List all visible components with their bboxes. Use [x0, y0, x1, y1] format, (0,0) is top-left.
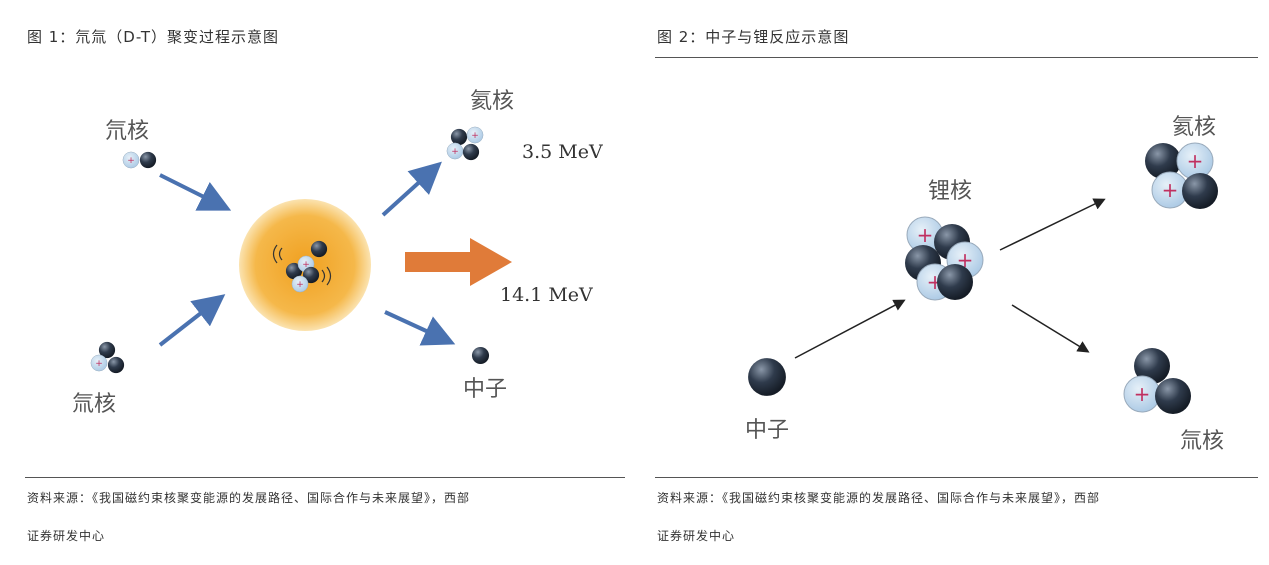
arrow-to-tritium	[1011, 304, 1090, 353]
helium-nucleus-2	[1145, 142, 1218, 209]
arrow-tritium-in	[158, 294, 226, 347]
arrow-to-helium	[999, 198, 1106, 251]
figure2-title: 图 2：中子与锂反应示意图	[657, 28, 850, 46]
label-tritium-2: 氚核	[1180, 429, 1224, 454]
figure2-source-line1: 资料来源：《我国磁约束核聚变能源的发展路径、国际合作与未来展望》，西部	[657, 491, 1101, 505]
figure1-title: 图 1：氘氚（D-T）聚变过程示意图	[27, 28, 280, 46]
neutron-particle-2	[748, 358, 786, 396]
energy-arrow	[405, 238, 512, 286]
figure1-source-line1: 资料来源：《我国磁约束核聚变能源的发展路径、国际合作与未来展望》，西部	[27, 491, 471, 505]
label-deuterium: 氘核	[105, 119, 149, 144]
label-helium-2: 氦核	[1172, 115, 1216, 140]
deuterium-nucleus	[122, 151, 157, 169]
figure2-source-line2: 证券研发中心	[657, 529, 736, 543]
lithium-nucleus	[905, 216, 984, 301]
tritium-nucleus-2	[1123, 348, 1191, 414]
label-lithium: 锂核	[928, 179, 972, 204]
arrow-neutron-out	[384, 310, 456, 346]
figure2-title-divider	[655, 57, 1258, 58]
fused-nucleus	[272, 240, 332, 293]
label-helium: 氦核	[470, 89, 514, 114]
label-tritium: 氚核	[72, 392, 116, 417]
figure2-bottom-divider	[655, 477, 1258, 478]
helium-nucleus	[446, 126, 484, 161]
label-neutron-2: 中子	[745, 418, 789, 443]
figure1-bottom-divider	[25, 477, 625, 478]
energy-neutron: 14.1 MeV	[500, 284, 593, 306]
arrow-neutron-to-lithium	[794, 299, 906, 359]
neutron-particle	[471, 346, 490, 365]
energy-helium: 3.5 MeV	[522, 141, 603, 163]
tritium-nucleus	[90, 341, 125, 374]
arrow-helium-out	[381, 161, 442, 217]
figure1-source-line2: 证券研发中心	[27, 529, 106, 543]
arrow-deuterium-in	[159, 173, 232, 211]
label-neutron: 中子	[463, 377, 507, 402]
